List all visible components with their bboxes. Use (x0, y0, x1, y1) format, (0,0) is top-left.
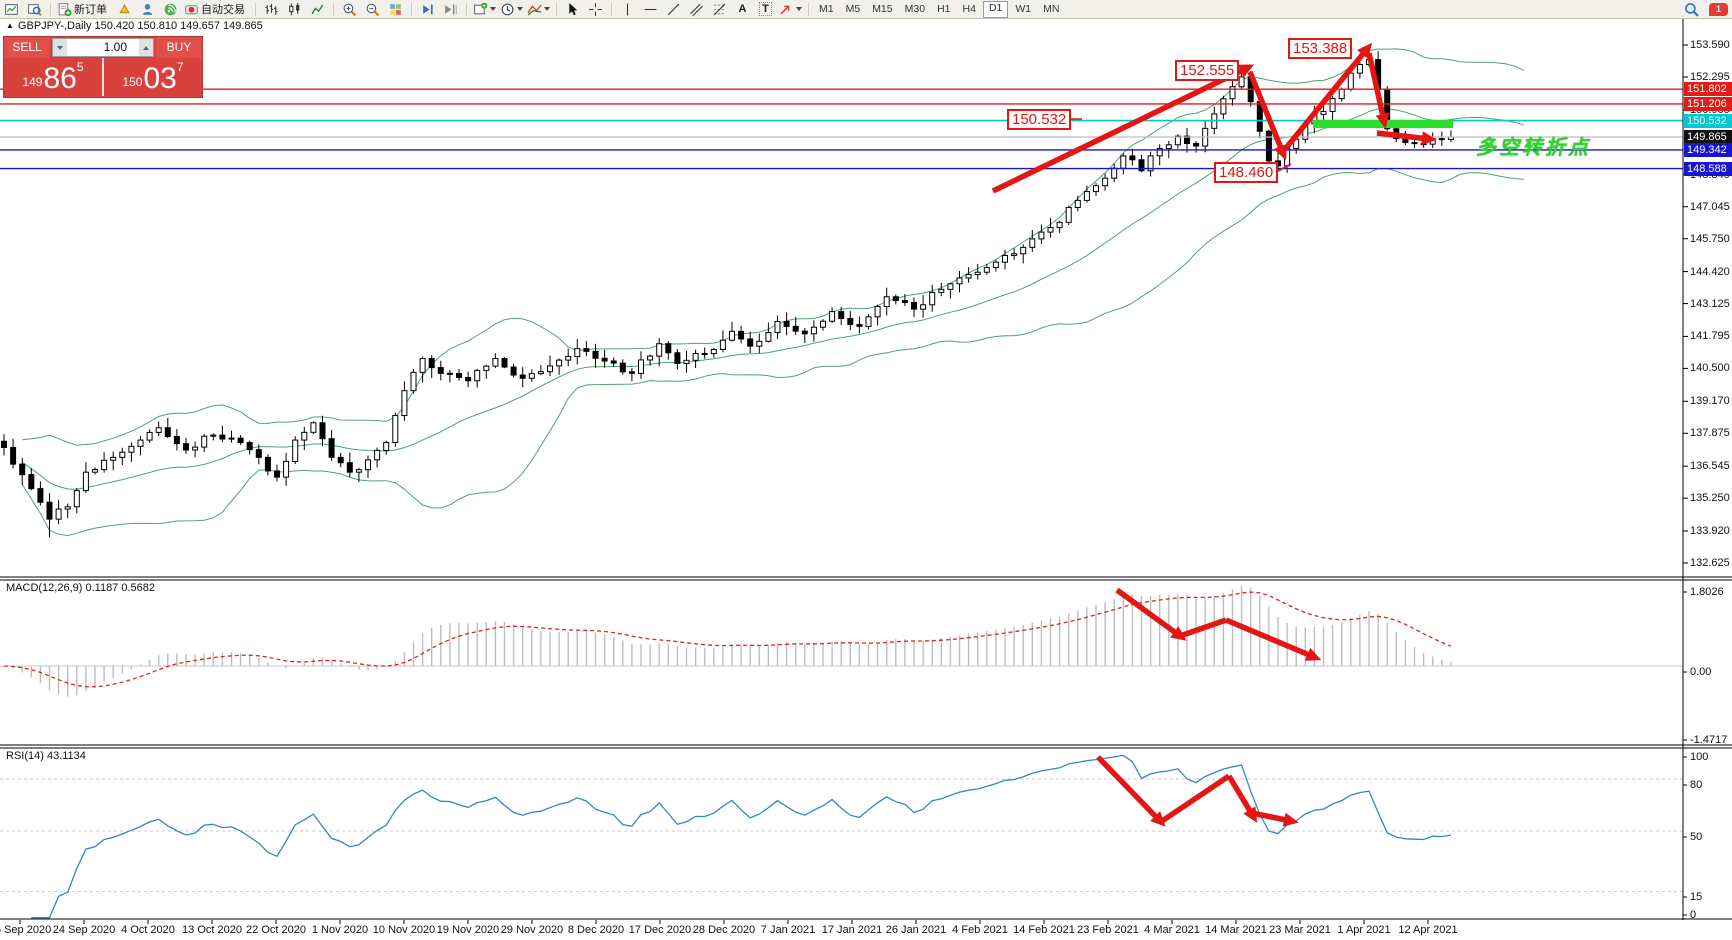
auto-scroll-icon[interactable] (416, 1, 439, 17)
new-order-button[interactable]: 新订单 (55, 1, 113, 17)
trendline-icon[interactable] (662, 1, 685, 17)
timeframe-m15[interactable]: M15 (872, 2, 893, 15)
toolbar-separator (556, 2, 557, 16)
zoom-out-icon[interactable] (361, 1, 384, 17)
toolbar-separator (50, 2, 51, 16)
notification-icon[interactable]: 1 (1709, 2, 1728, 16)
symbol-info[interactable]: ▲ GBPJPY-,Daily 150.420 150.810 149.657 1… (6, 20, 263, 32)
timeframe-w1[interactable]: W1 (1015, 2, 1032, 15)
down-arrow-icon (57, 45, 63, 50)
volume-decrease-button[interactable] (53, 39, 67, 56)
chart-shift-icon[interactable] (439, 1, 462, 17)
collapse-icon[interactable]: ▲ (6, 21, 14, 30)
macd-indicator-label: MACD(12,26,9) 0.1187 0.5682 (6, 582, 155, 594)
text-tool-icon[interactable]: A (738, 3, 747, 15)
main-toolbar: 新订单 自动交易 A T M1 M5 M15 M30 H1 H4 D1 W1 MN 1 (0, 0, 1732, 19)
search-icon[interactable] (1680, 1, 1703, 17)
sell-button[interactable]: SELL (4, 37, 50, 58)
volume-input[interactable]: 1.00 (67, 39, 139, 56)
metaeditor-icon[interactable] (113, 1, 136, 17)
period-dropdown[interactable] (498, 1, 525, 17)
timeframe-mn[interactable]: MN (1043, 2, 1060, 15)
label-tool-icon[interactable]: T (754, 1, 777, 17)
timeframe-h4[interactable]: H4 (962, 2, 976, 15)
buy-price[interactable]: 150 03 7 (122, 60, 184, 95)
toolbar-separator (333, 2, 334, 16)
chevron-down-icon (796, 7, 802, 11)
cursor-icon[interactable] (561, 1, 584, 17)
vertical-line-icon[interactable] (616, 1, 639, 17)
volume-stepper: 1.00 (52, 38, 154, 57)
autotrading-button[interactable]: 自动交易 (182, 1, 251, 17)
up-arrow-icon (143, 45, 149, 50)
timeframe-h1[interactable]: H1 (937, 2, 951, 15)
arrows-dropdown[interactable] (777, 1, 804, 17)
turning-point-annotation[interactable]: 多空转折点 (1476, 137, 1591, 159)
signals-icon[interactable] (159, 1, 182, 17)
timeframe-m5[interactable]: M5 (845, 2, 861, 15)
timeframe-m1[interactable]: M1 (819, 2, 834, 15)
line-chart-icon[interactable] (306, 1, 329, 17)
chevron-down-icon (517, 7, 523, 11)
crosshair-icon[interactable] (584, 1, 607, 17)
timeframe-m30[interactable]: M30 (904, 2, 926, 15)
chevron-down-icon (544, 7, 550, 11)
community-icon[interactable] (136, 1, 159, 17)
zoom-in-icon[interactable] (338, 1, 361, 17)
toolbar-separator (411, 2, 412, 16)
candlestick-chart-icon[interactable] (283, 1, 306, 17)
data-window-icon[interactable] (23, 1, 46, 17)
add-indicator-dropdown[interactable] (471, 1, 498, 17)
new-chart-icon[interactable] (0, 1, 23, 17)
toolbar-separator (466, 2, 467, 16)
timeframe-d1[interactable]: D1 (982, 0, 1009, 18)
toolbar-separator (255, 2, 256, 16)
bar-chart-icon[interactable] (260, 1, 283, 17)
one-click-trading-panel: SELL 1.00 BUY 149 86 5 150 03 7 (3, 36, 203, 98)
chevron-down-icon (490, 7, 496, 11)
toolbar-separator (611, 2, 612, 16)
buy-button[interactable]: BUY (156, 37, 202, 58)
volume-increase-button[interactable] (139, 39, 153, 56)
toolbar-separator (808, 2, 809, 16)
horizontal-line-icon[interactable] (639, 1, 662, 17)
equidistant-channel-icon[interactable] (685, 1, 708, 17)
tile-windows-icon[interactable] (384, 1, 407, 17)
timeframe-toolbar: M1 M5 M15 M30 H1 H4 D1 W1 MN (813, 0, 1065, 18)
rsi-indicator-label: RSI(14) 43.1134 (6, 750, 86, 762)
indicators-dropdown[interactable] (525, 1, 552, 17)
fibonacci-icon[interactable] (708, 1, 731, 17)
symbol-ohlc-text: GBPJPY-,Daily 150.420 150.810 149.657 14… (17, 20, 263, 32)
sell-price[interactable]: 149 86 5 (4, 58, 104, 96)
